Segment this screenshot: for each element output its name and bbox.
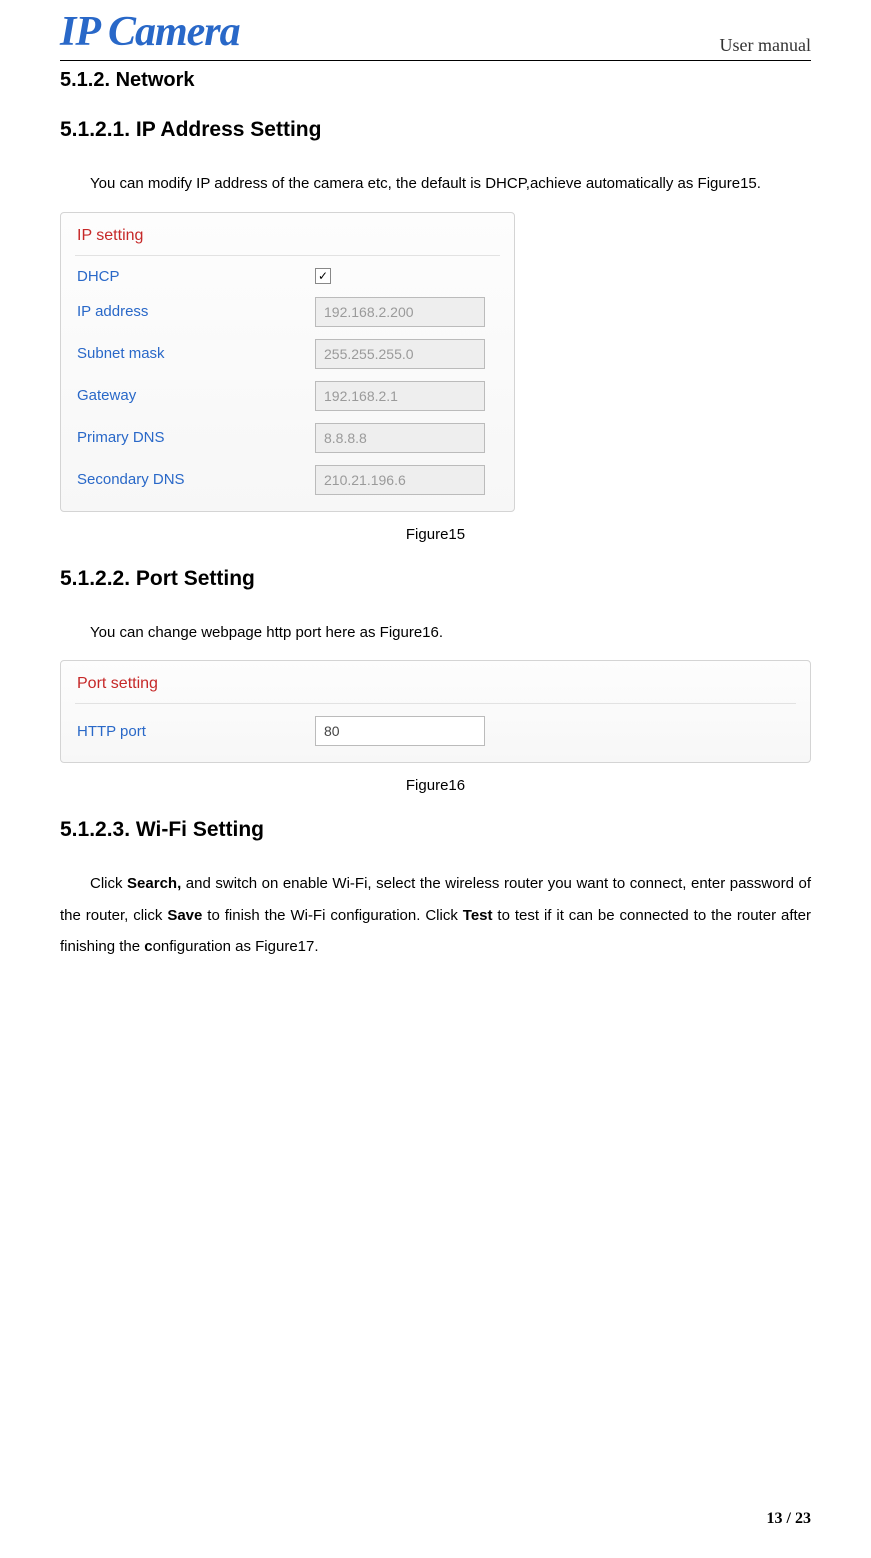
secondary-dns-row: Secondary DNS: [75, 465, 500, 495]
port-panel-title: Port setting: [75, 669, 796, 704]
page-footer: 13 / 23: [767, 1510, 811, 1528]
dhcp-row: DHCP ✓: [75, 268, 500, 285]
ip-body-text: You can modify IP address of the camera …: [60, 168, 811, 200]
subnet-mask-input[interactable]: [315, 339, 485, 369]
port-setting-panel: Port setting HTTP port: [60, 660, 811, 763]
secondary-dns-label: Secondary DNS: [75, 471, 315, 488]
ip-setting-panel: IP setting DHCP ✓ IP address Subnet mask…: [60, 212, 515, 512]
http-port-label: HTTP port: [75, 723, 315, 740]
heading-network: 5.1.2. Network: [60, 69, 811, 92]
http-port-input[interactable]: [315, 716, 485, 746]
primary-dns-input[interactable]: [315, 423, 485, 453]
page-header: IP Camera User manual: [60, 0, 811, 61]
search-bold: Search,: [127, 875, 181, 892]
gateway-input[interactable]: [315, 381, 485, 411]
ip-address-input[interactable]: [315, 297, 485, 327]
logo: IP Camera: [60, 8, 240, 56]
ip-panel-title: IP setting: [75, 221, 500, 256]
test-bold: Test: [463, 907, 493, 924]
ip-address-label: IP address: [75, 303, 315, 320]
primary-dns-label: Primary DNS: [75, 429, 315, 446]
save-bold: Save: [167, 907, 202, 924]
port-body-text: You can change webpage http port here as…: [60, 617, 811, 649]
gateway-label: Gateway: [75, 387, 315, 404]
figure15-caption: Figure15: [60, 526, 811, 543]
primary-dns-row: Primary DNS: [75, 423, 500, 453]
dhcp-label: DHCP: [75, 268, 315, 285]
heading-wifi: 5.1.2.3. Wi-Fi Setting: [60, 818, 811, 842]
http-port-row: HTTP port: [75, 716, 796, 746]
subnet-mask-row: Subnet mask: [75, 339, 500, 369]
wifi-body-text: Click Search, and switch on enable Wi-Fi…: [60, 868, 811, 963]
dhcp-checkbox[interactable]: ✓: [315, 268, 331, 284]
figure16-caption: Figure16: [60, 777, 811, 794]
doc-title: User manual: [720, 35, 811, 56]
heading-ip-address: 5.1.2.1. IP Address Setting: [60, 118, 811, 142]
gateway-row: Gateway: [75, 381, 500, 411]
ip-address-row: IP address: [75, 297, 500, 327]
heading-port: 5.1.2.2. Port Setting: [60, 567, 811, 591]
secondary-dns-input[interactable]: [315, 465, 485, 495]
subnet-mask-label: Subnet mask: [75, 345, 315, 362]
